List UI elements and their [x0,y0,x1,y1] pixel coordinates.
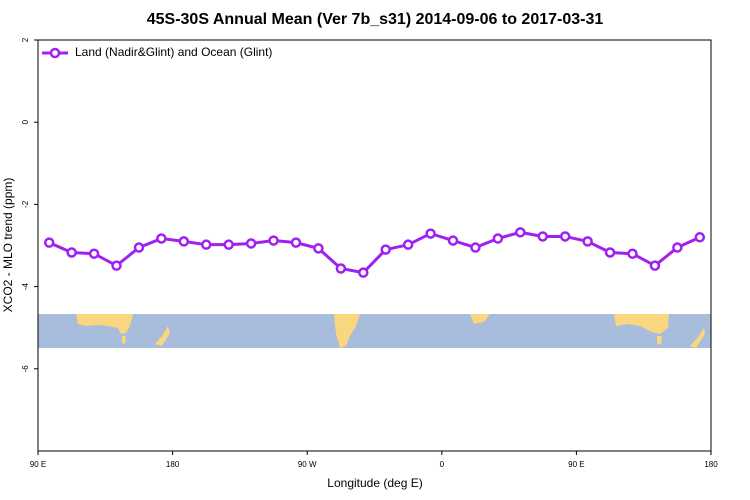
point [470,242,481,253]
point [649,260,661,271]
point [402,239,414,250]
point [245,238,257,249]
point [156,233,167,244]
legend-marker [49,47,61,59]
plot-frame [37,39,712,452]
series-line [48,230,701,275]
point [335,263,347,274]
legend-label: Land (Nadir&Glint) and Ocean (Glint) [75,45,272,59]
x-tick-label: 180 [166,460,180,469]
x-tick-label: 0 [440,460,445,469]
point [380,244,391,255]
y-tick-label: -6 [21,365,30,373]
point [582,236,593,247]
point [604,247,616,258]
map-strip [38,314,711,348]
point [447,235,459,246]
point [43,237,55,248]
y-axis-label: XCO2 - MLO trend (ppm) [1,178,15,313]
chart-title: 45S-30S Annual Mean (Ver 7b_s31) 2014-09… [147,11,604,28]
point [223,239,234,250]
x-axis-label: Longitude (deg E) [327,476,422,490]
point [88,248,100,259]
legend: Land (Nadir&Glint) and Ocean (Glint) [42,45,272,59]
y-tick-label: -2 [21,200,30,208]
x-tick-label: 90 E [568,460,584,469]
point [537,231,548,242]
x-tick-label: 180 [704,460,718,469]
x-tick-label: 90 E [30,460,46,469]
point [672,242,683,253]
point [627,248,638,259]
point [358,267,369,278]
point [492,233,504,244]
point [290,237,302,248]
point [66,247,77,258]
point [313,243,324,254]
point [201,239,212,250]
point [559,231,571,242]
y-tick-label: -4 [21,282,30,290]
point [515,227,526,238]
x-tick-label: 90 W [298,460,317,469]
point [133,242,145,253]
point [111,260,122,271]
point [268,235,279,246]
y-tick-label: 2 [21,37,30,42]
y-tick-label: 0 [21,119,30,124]
point [694,232,706,243]
point [178,236,190,247]
point [425,228,436,239]
